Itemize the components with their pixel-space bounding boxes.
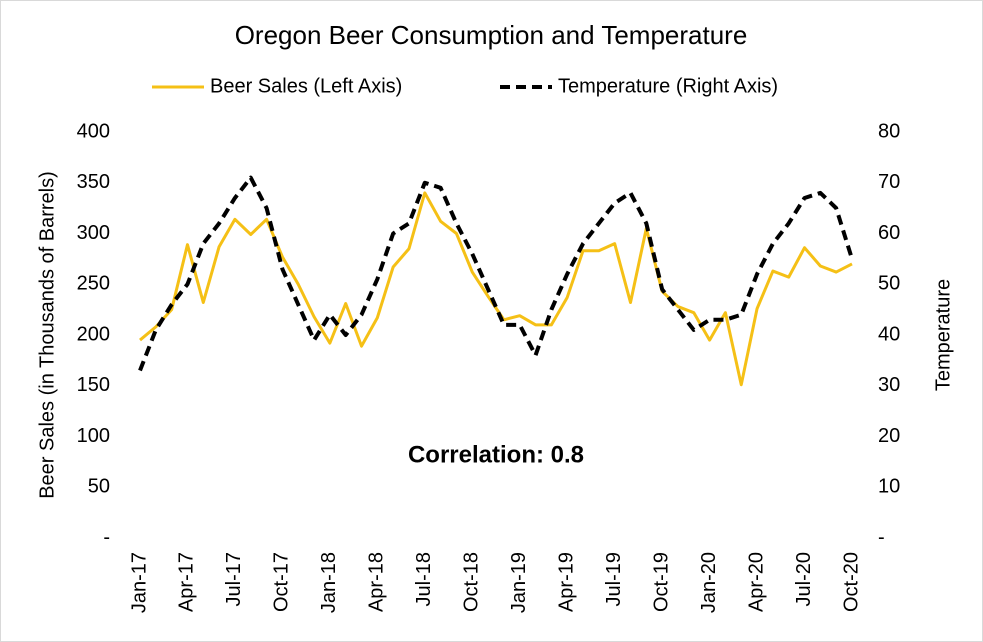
legend-label: Temperature (Right Axis) xyxy=(558,75,778,97)
y2-tick-label: 80 xyxy=(878,120,900,142)
y-tick-label: 150 xyxy=(77,374,110,396)
x-tick-label: Jul-17 xyxy=(223,552,245,606)
y-tick-label: 50 xyxy=(88,476,110,498)
y2-tick-label: 30 xyxy=(878,374,900,396)
series-line xyxy=(138,175,854,372)
y2-tick-label: 20 xyxy=(878,425,900,447)
y-tick-label: 400 xyxy=(77,120,110,142)
y2-tick-label: - xyxy=(878,526,885,548)
x-tick-label: Oct-18 xyxy=(461,552,483,612)
x-tick-label: Oct-17 xyxy=(271,552,293,612)
y-axis-title: Beer Sales (in Thousands of Barrels) xyxy=(36,171,58,499)
y-tick-label: 300 xyxy=(77,222,110,244)
y2-tick-label: 70 xyxy=(878,171,900,193)
y-tick-label: 250 xyxy=(77,273,110,295)
y-tick-label: 200 xyxy=(77,323,110,345)
y2-tick-label: 50 xyxy=(878,273,900,295)
x-tick-label: Jul-19 xyxy=(603,552,625,606)
x-tick-label: Apr-19 xyxy=(555,552,577,612)
x-tick-label: Oct-20 xyxy=(840,552,862,612)
x-tick-label: Jul-20 xyxy=(793,552,815,606)
x-tick-label: Apr-18 xyxy=(366,552,388,612)
y2-tick-label: 40 xyxy=(878,323,900,345)
y-tick-label: - xyxy=(103,526,110,548)
y2-axis-title: Temperature xyxy=(932,279,954,391)
x-tick-label: Jan-17 xyxy=(128,552,150,613)
x-tick-label: Jan-20 xyxy=(698,552,720,613)
x-tick-label: Apr-17 xyxy=(176,552,198,612)
y-tick-label: 350 xyxy=(77,171,110,193)
x-tick-label: Jul-18 xyxy=(413,552,435,606)
annotation: Correlation: 0.8 xyxy=(408,441,584,468)
legend-label: Beer Sales (Left Axis) xyxy=(210,75,402,97)
x-tick-label: Jan-18 xyxy=(318,552,340,613)
series-line xyxy=(139,191,853,387)
x-tick-label: Apr-20 xyxy=(745,552,767,612)
x-tick-label: Jan-19 xyxy=(508,552,530,613)
y2-tick-label: 60 xyxy=(878,222,900,244)
x-tick-label: Oct-19 xyxy=(650,552,672,612)
y2-tick-label: 10 xyxy=(878,476,900,498)
y-tick-label: 100 xyxy=(77,425,110,447)
chart-title: Oregon Beer Consumption and Temperature xyxy=(235,20,748,50)
